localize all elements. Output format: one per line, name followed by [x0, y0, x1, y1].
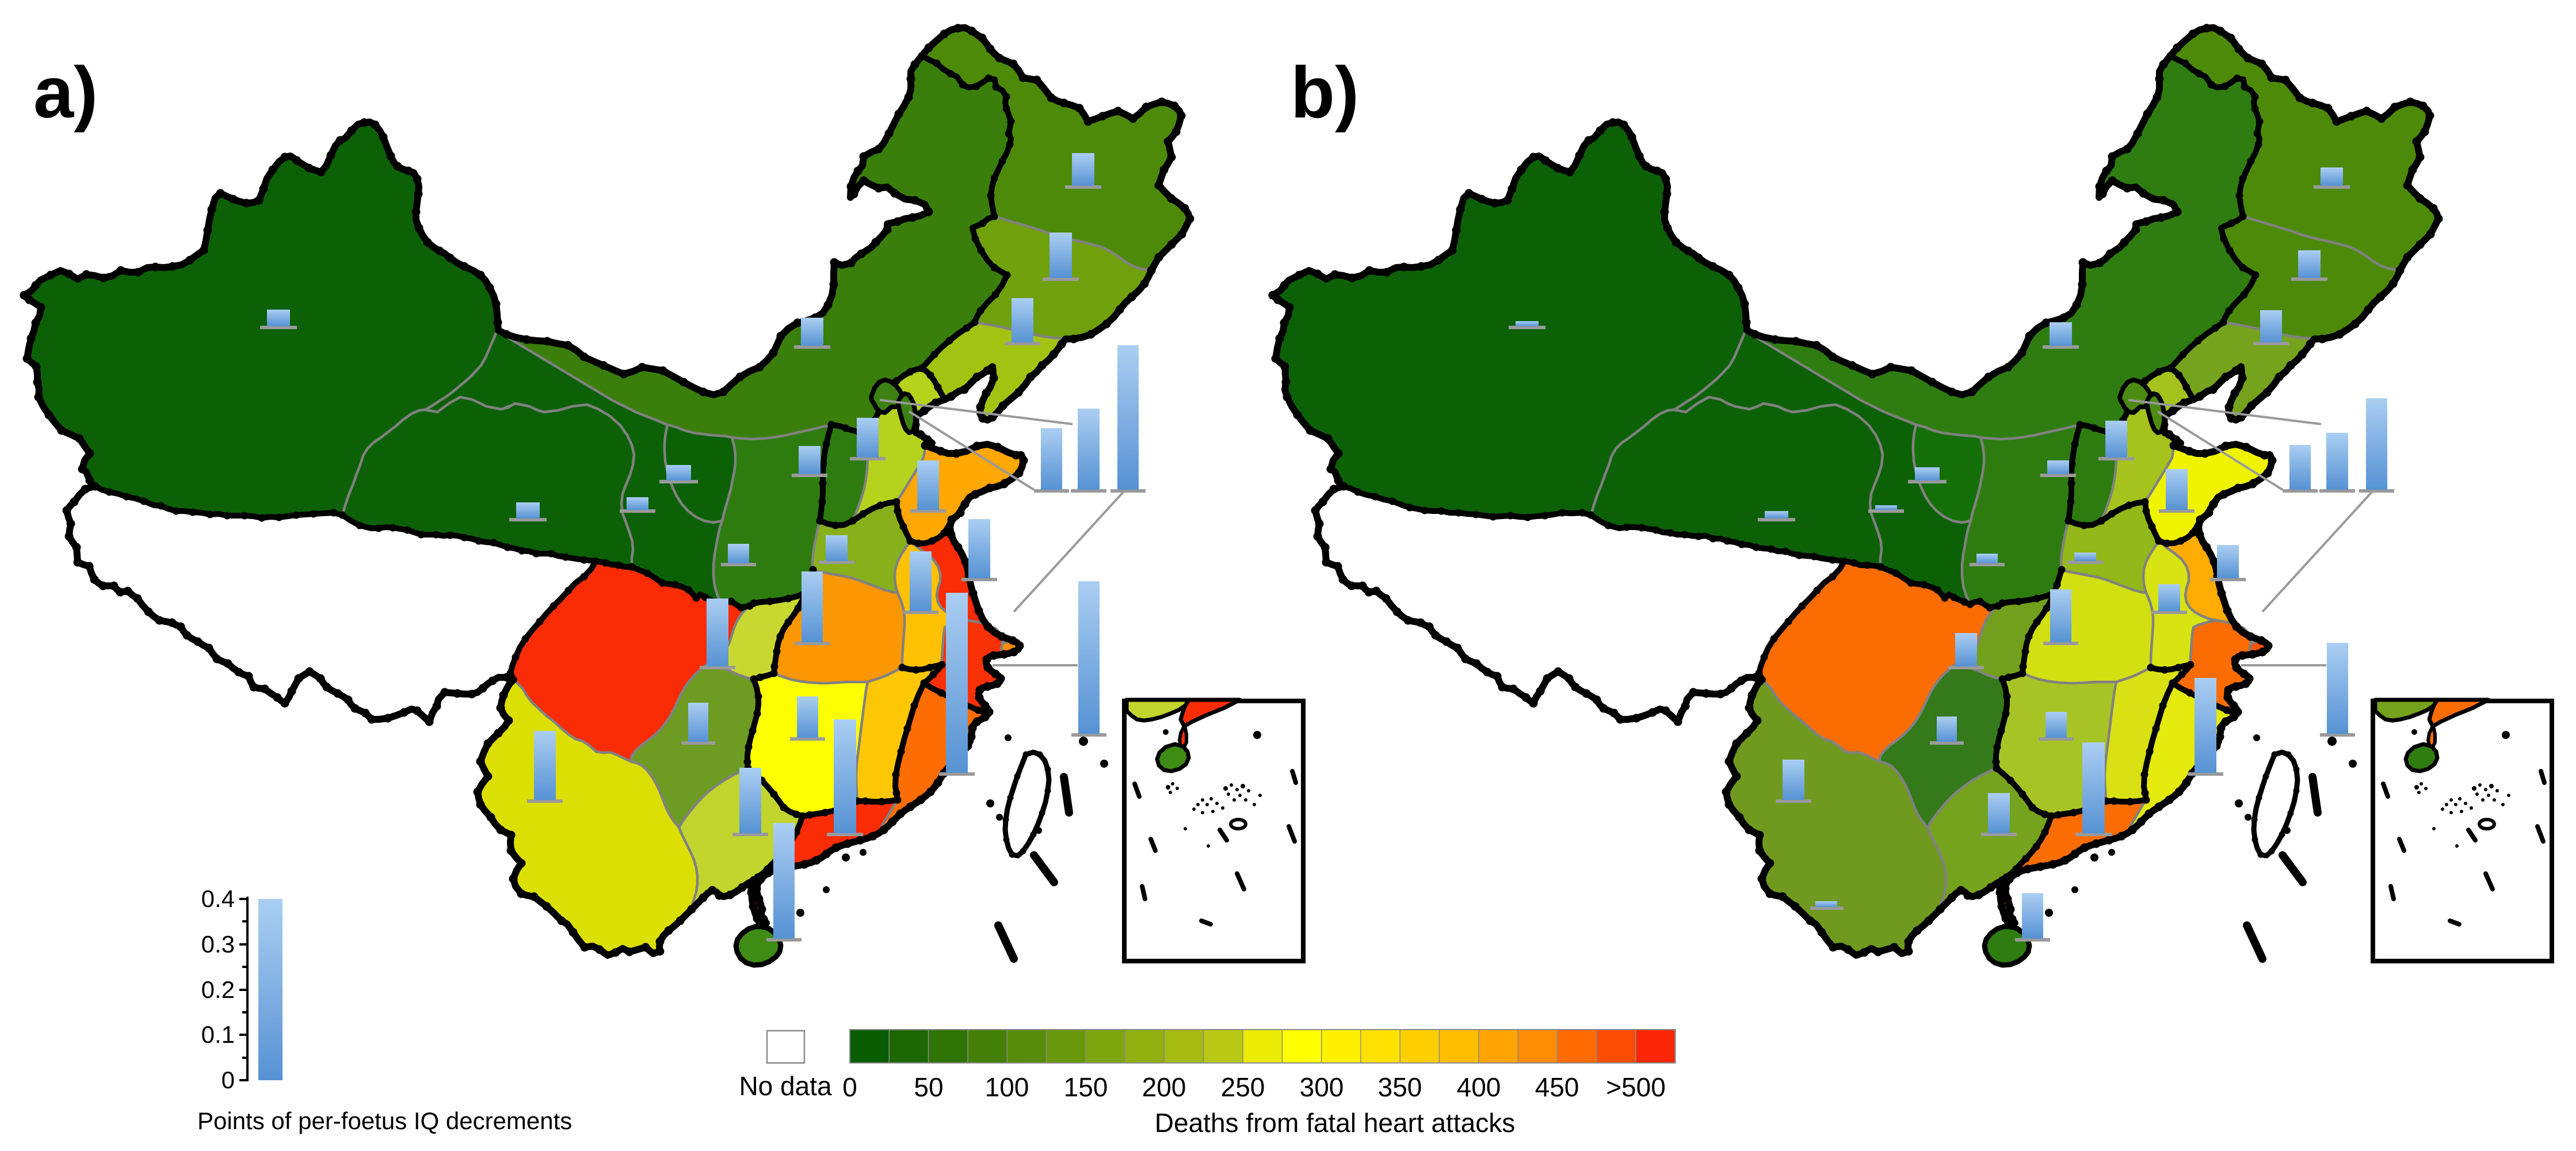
svg-text:400: 400: [1457, 1072, 1501, 1102]
svg-text:0: 0: [222, 1066, 235, 1093]
svg-text:b): b): [1291, 52, 1359, 133]
svg-text:No data: No data: [739, 1071, 832, 1101]
svg-text:0.1: 0.1: [201, 1021, 235, 1048]
svg-text:100: 100: [985, 1072, 1029, 1102]
svg-text:0.4: 0.4: [201, 885, 235, 912]
svg-text:150: 150: [1064, 1072, 1108, 1102]
svg-text:0: 0: [842, 1072, 857, 1102]
svg-text:Points of per-foetus IQ decrem: Points of per-foetus IQ decrements: [197, 1107, 572, 1134]
svg-text:>500: >500: [1606, 1072, 1666, 1102]
svg-text:300: 300: [1300, 1072, 1344, 1102]
svg-text:200: 200: [1142, 1072, 1186, 1102]
svg-text:0.3: 0.3: [201, 931, 235, 958]
svg-text:50: 50: [914, 1072, 943, 1102]
svg-text:a): a): [33, 52, 98, 133]
svg-text:Deaths from fatal heart attack: Deaths from fatal heart attacks: [1155, 1108, 1515, 1138]
svg-text:350: 350: [1378, 1072, 1422, 1102]
svg-text:250: 250: [1221, 1072, 1265, 1102]
svg-text:450: 450: [1535, 1072, 1579, 1102]
svg-text:0.2: 0.2: [201, 976, 235, 1003]
